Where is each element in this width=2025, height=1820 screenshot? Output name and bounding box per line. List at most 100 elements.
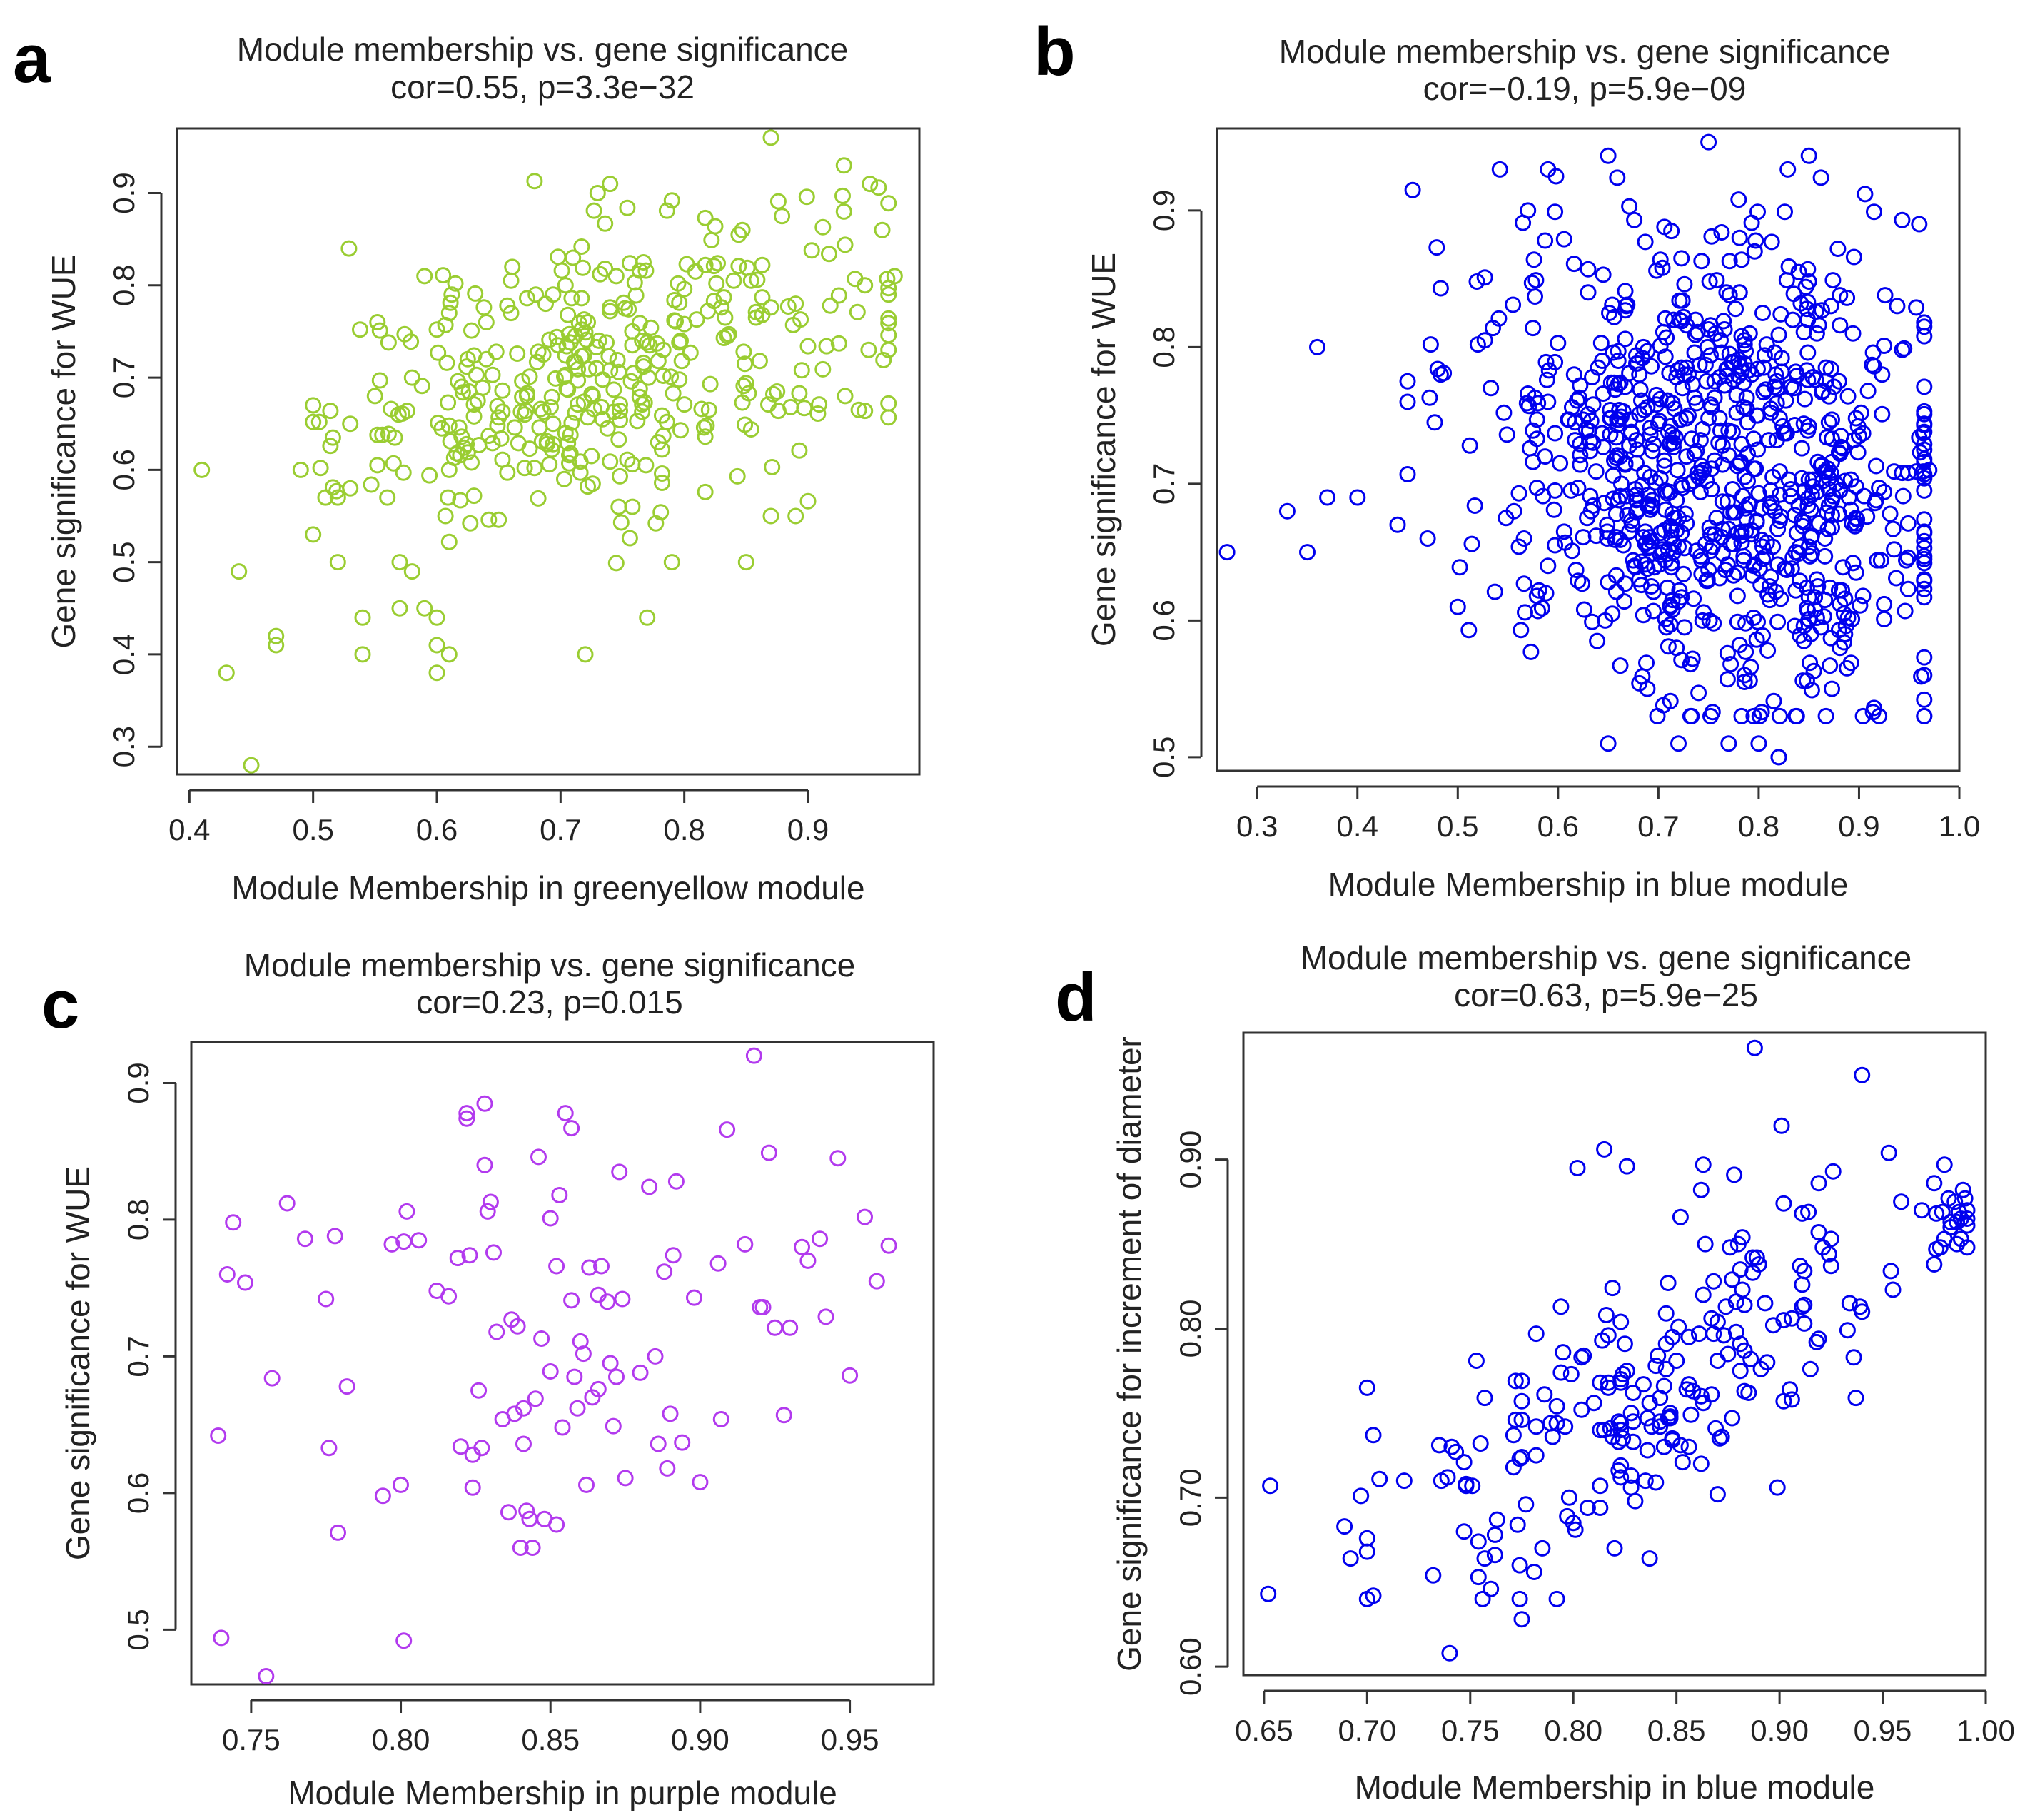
panel-b-point [1428,239,1445,256]
panel-a-point [573,290,590,307]
panel-a-point [811,396,828,413]
panel-d-point [1668,1353,1685,1369]
panel-b-point [1584,613,1601,630]
panel-a-point [450,373,466,390]
panel-a-point [822,297,839,314]
panel-b-point [1724,423,1741,440]
panel-a-point [799,492,817,510]
panel-b-point [1787,617,1803,635]
panel-b-point [1644,443,1661,460]
panel-b-point [1537,232,1554,249]
panel-a-point [662,368,680,385]
panel-b-point [1876,610,1893,627]
panel-a-point [450,419,468,436]
panel-a-point [442,294,459,311]
panel-a-point [835,203,852,220]
panel-d-point [1808,1333,1825,1350]
panel-a-point [621,255,638,272]
panel-a-letter: a [13,21,51,97]
panel-d-point [1513,1411,1530,1428]
panel-b-point [1750,485,1767,502]
panel-a-point [443,286,460,303]
panel-b-point [1530,582,1547,599]
panel-b-point [1565,256,1582,273]
panel-b-point [1684,650,1701,667]
panel-c-point [563,1120,580,1137]
panel-a-point [697,209,714,226]
panel-a-point [305,413,322,430]
panel-d-point [1507,1411,1524,1428]
panel-b-point [1702,347,1719,364]
panel-c-point [745,1047,762,1064]
panel-d-point [1518,1496,1535,1513]
panel-b-point [1660,638,1677,655]
panel-b-point [1764,538,1782,555]
panel-b-point [1579,510,1596,527]
panel-c-point [775,1407,792,1424]
panel-d-point [1567,1521,1584,1538]
panel-a-plot-frame [176,127,921,776]
panel-b-point [1635,338,1652,355]
panel-c-point [754,1299,772,1315]
panel-a-x-tick-label: 0.5 [292,813,333,846]
panel-b-point [1802,654,1819,672]
panel-a-point [747,303,764,320]
panel-a-x-axis-label: Module Membership in greenyellow module [231,869,864,906]
panel-b-point [1914,463,1931,480]
panel-a-point [565,353,582,370]
panel-a-point [693,400,710,418]
panel-d-point [1430,1437,1448,1454]
panel-a-point [530,490,547,507]
panel-a-point [754,289,771,306]
panel-b-point [1635,607,1652,624]
panel-b-point [1552,455,1569,472]
panel-a-point [542,398,559,415]
panel-c-point [476,1156,493,1173]
panel-d-point [1612,1374,1630,1391]
panel-a-point [440,533,458,550]
panel-b-point [1700,562,1717,578]
panel-b-point [1747,232,1764,249]
panel-b-point [1525,422,1542,439]
panel-b-point [1599,516,1616,533]
panel-b-y-tick-label: 0.8 [1147,326,1181,368]
panel-c-point [488,1323,505,1340]
panel-c-y-tick-label: 0.9 [121,1062,155,1103]
panel-d-point [1612,1313,1630,1330]
panel-a-point [480,511,498,528]
panel-d-point [1880,1144,1897,1161]
panel-a-point [594,371,611,388]
panel-d-point [1926,1256,1943,1273]
panel-b-x-axis-label: Module Membership in blue module [1328,866,1849,903]
panel-b-point [1641,529,1658,546]
panel-a-point [791,385,808,402]
panel-a-point [488,343,505,360]
panel-b-point [1725,371,1742,388]
panel-a-point [592,266,609,283]
panel-b-point [1763,495,1780,512]
panel-b-point [1731,229,1748,246]
panel-d-point [1800,1203,1817,1220]
panel-a-point [430,344,447,361]
panel-c-y-tick-label: 0.7 [121,1335,155,1377]
panel-b-point [1854,587,1872,605]
panel-b-point [1495,404,1513,421]
panel-b-point [1782,487,1799,505]
panel-d-point [1810,1224,1827,1240]
panel-c-point [458,1110,475,1127]
panel-b-point [1714,545,1731,562]
panel-a-point [563,290,580,307]
panel-b-point [1319,489,1336,506]
panel-b-point [1668,639,1685,657]
panel-d-point [1744,1264,1762,1281]
panel-b-point [1678,359,1695,376]
panel-b-point [1621,365,1638,382]
panel-b-point [1684,375,1701,393]
panel-b-point [1528,480,1545,497]
panel-b-point [1664,395,1681,412]
panel-a-point [647,515,665,532]
panel-a-point [615,294,632,311]
panel-a-point [762,129,779,146]
panel-b-point [1528,411,1545,428]
panel-b-point [1555,231,1572,248]
